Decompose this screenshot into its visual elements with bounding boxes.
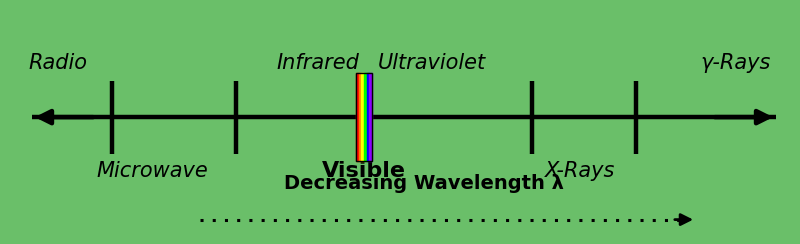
Text: Decreasing Wavelength λ: Decreasing Wavelength λ: [284, 174, 564, 193]
Text: γ-Rays: γ-Rays: [700, 53, 770, 73]
Text: Visible: Visible: [322, 161, 406, 181]
Bar: [356, 73, 358, 161]
Text: Microwave: Microwave: [96, 161, 208, 181]
Text: Infrared: Infrared: [276, 53, 359, 73]
Bar: [370, 73, 372, 161]
Text: Radio: Radio: [28, 53, 87, 73]
Bar: [362, 73, 364, 161]
Text: X-Rays: X-Rays: [545, 161, 615, 181]
Bar: [358, 73, 362, 161]
Bar: [364, 73, 366, 161]
Bar: [366, 73, 370, 161]
Text: Ultraviolet: Ultraviolet: [378, 53, 486, 73]
Bar: [356, 73, 372, 161]
